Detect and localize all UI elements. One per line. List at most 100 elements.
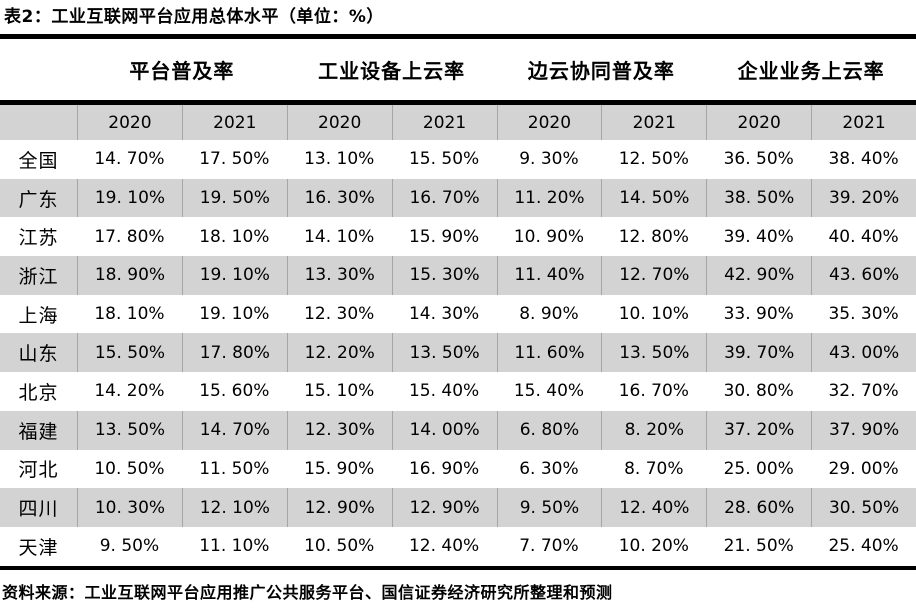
region-label: 全国 <box>18 149 59 172</box>
value-cell: 25. 00% <box>723 458 794 479</box>
value-cell: 8. 20% <box>601 410 706 450</box>
value-cell: 14. 70% <box>94 149 165 170</box>
value-cell: 28. 60% <box>706 488 811 527</box>
value-cell: 14. 00% <box>391 410 497 450</box>
value-cell: 17. 80% <box>181 333 287 373</box>
value-cell: 12. 50% <box>618 149 689 170</box>
table-row: 广东 19. 10% 19. 50% 16. 30% 16. 70% 11. 20% 14.… <box>0 178 916 218</box>
region-label: 山东 <box>18 343 59 366</box>
value-cell: 11. 60% <box>496 333 602 373</box>
value-cell: 25. 40% <box>828 536 899 557</box>
value-cell: 10. 10% <box>618 304 689 325</box>
value-cell: 15. 90% <box>304 458 375 479</box>
value-cell: 15. 90% <box>408 226 480 247</box>
year-header: 2021 <box>601 105 706 140</box>
value-cell: 12. 40% <box>408 536 480 557</box>
source-note: 资料来源：工业互联网平台应用推广公共服务平台、国信证券经济研究所整理和预测 <box>2 582 613 602</box>
region-label: 浙江 <box>18 265 59 288</box>
value-cell: 38. 40% <box>828 149 899 170</box>
value-cell: 32. 70% <box>828 381 899 402</box>
value-cell: 14. 10% <box>304 226 375 247</box>
value-cell: 19. 10% <box>199 304 270 325</box>
value-cell: 11. 10% <box>199 536 270 557</box>
table-row: 上海 18. 10% 19. 10% 12. 30% 14. 30% 8. 90% 10. … <box>0 294 916 334</box>
table-row: 河北 10. 50% 11. 50% 15. 90% 16. 90% 6. 30% 8. 7… <box>0 449 916 489</box>
value-cell: 39. 40% <box>723 226 794 247</box>
year-header: 2021 <box>181 105 287 140</box>
value-cell: 12. 20% <box>286 333 392 373</box>
value-cell: 42. 90% <box>706 256 811 295</box>
value-cell: 11. 20% <box>496 178 602 218</box>
value-cell: 37. 20% <box>706 410 811 450</box>
value-cell: 10. 20% <box>618 536 689 557</box>
value-cell: 15. 10% <box>304 381 375 402</box>
value-cell: 13. 50% <box>77 410 182 450</box>
value-cell: 13. 50% <box>601 333 706 373</box>
value-cell: 29. 00% <box>828 458 899 479</box>
value-cell: 12. 30% <box>304 304 375 325</box>
value-cell: 19. 10% <box>181 256 287 295</box>
column-group-header-row: 平台普及率 工业设备上云率 边云协同普及率 企业业务上云率 <box>0 39 916 100</box>
region-label: 北京 <box>18 381 59 404</box>
table-row: 全国 14. 70% 17. 50% 13. 10% 15. 50% 9. 30% 12. … <box>0 140 916 179</box>
value-cell: 7. 70% <box>519 536 579 557</box>
value-cell: 6. 80% <box>496 410 602 450</box>
year-header: 2021 <box>811 105 916 140</box>
value-cell: 12. 90% <box>286 488 392 527</box>
region-label: 河北 <box>18 459 59 482</box>
value-cell: 12. 10% <box>181 488 287 527</box>
value-cell: 39. 70% <box>706 333 811 373</box>
value-cell: 15. 50% <box>408 149 480 170</box>
value-cell: 14. 20% <box>94 381 165 402</box>
value-cell: 9. 50% <box>496 488 602 527</box>
value-cell: 18. 10% <box>94 304 165 325</box>
value-cell: 14. 70% <box>181 410 287 450</box>
region-label: 四川 <box>18 498 59 521</box>
value-cell: 15. 40% <box>408 381 480 402</box>
value-cell: 30. 50% <box>811 488 916 527</box>
value-cell: 18. 10% <box>199 226 270 247</box>
value-cell: 40. 40% <box>828 226 899 247</box>
year-header: 2021 <box>391 105 497 140</box>
value-cell: 10. 50% <box>304 536 375 557</box>
value-cell: 11. 50% <box>199 458 270 479</box>
value-cell: 16. 70% <box>618 381 689 402</box>
value-cell: 13. 30% <box>286 256 392 295</box>
table-row: 北京 14. 20% 15. 60% 15. 10% 15. 40% 15. 40% 16.… <box>0 372 916 411</box>
value-cell: 12. 90% <box>391 488 497 527</box>
group-header-edge-cloud: 边云协同普及率 <box>527 59 675 83</box>
value-cell: 6. 30% <box>519 458 579 479</box>
table-row: 福建 13. 50% 14. 70% 12. 30% 14. 00% 6. 80% 8. 2… <box>0 410 916 450</box>
value-cell: 12. 70% <box>601 256 706 295</box>
value-cell: 16. 30% <box>286 178 392 218</box>
value-cell: 9. 30% <box>519 149 579 170</box>
value-cell: 19. 10% <box>77 178 182 218</box>
value-cell: 11. 40% <box>496 256 602 295</box>
year-header-spacer <box>0 105 77 140</box>
table-row: 四川 10. 30% 12. 10% 12. 90% 12. 90% 9. 50% 12. … <box>0 488 916 527</box>
value-cell: 35. 30% <box>828 304 899 325</box>
value-cell: 8. 70% <box>624 458 684 479</box>
table-body: 全国 14. 70% 17. 50% 13. 10% 15. 50% 9. 30% 12. … <box>0 140 916 566</box>
value-cell: 43. 00% <box>811 333 916 373</box>
value-cell: 14. 30% <box>408 304 480 325</box>
region-label: 福建 <box>18 420 59 443</box>
value-cell: 13. 50% <box>391 333 497 373</box>
header-rule <box>0 100 916 105</box>
bottom-rule <box>0 565 916 570</box>
value-cell: 36. 50% <box>723 149 794 170</box>
value-cell: 43. 60% <box>811 256 916 295</box>
value-cell: 15. 60% <box>199 381 270 402</box>
value-cell: 38. 50% <box>706 178 811 218</box>
table-row: 江苏 17. 80% 18. 10% 14. 10% 15. 90% 10. 90% 12.… <box>0 217 916 257</box>
value-cell: 14. 50% <box>601 178 706 218</box>
table-title: 表2：工业互联网平台应用总体水平（单位：%） <box>4 7 384 27</box>
table-row: 天津 9. 50% 11. 10% 10. 50% 12. 40% 7. 70% 10. 2… <box>0 526 916 566</box>
value-cell: 16. 90% <box>408 458 480 479</box>
region-label: 天津 <box>18 536 59 559</box>
value-cell: 21. 50% <box>723 536 794 557</box>
value-cell: 15. 30% <box>391 256 497 295</box>
year-header: 2020 <box>496 105 602 140</box>
value-cell: 10. 90% <box>513 226 585 247</box>
